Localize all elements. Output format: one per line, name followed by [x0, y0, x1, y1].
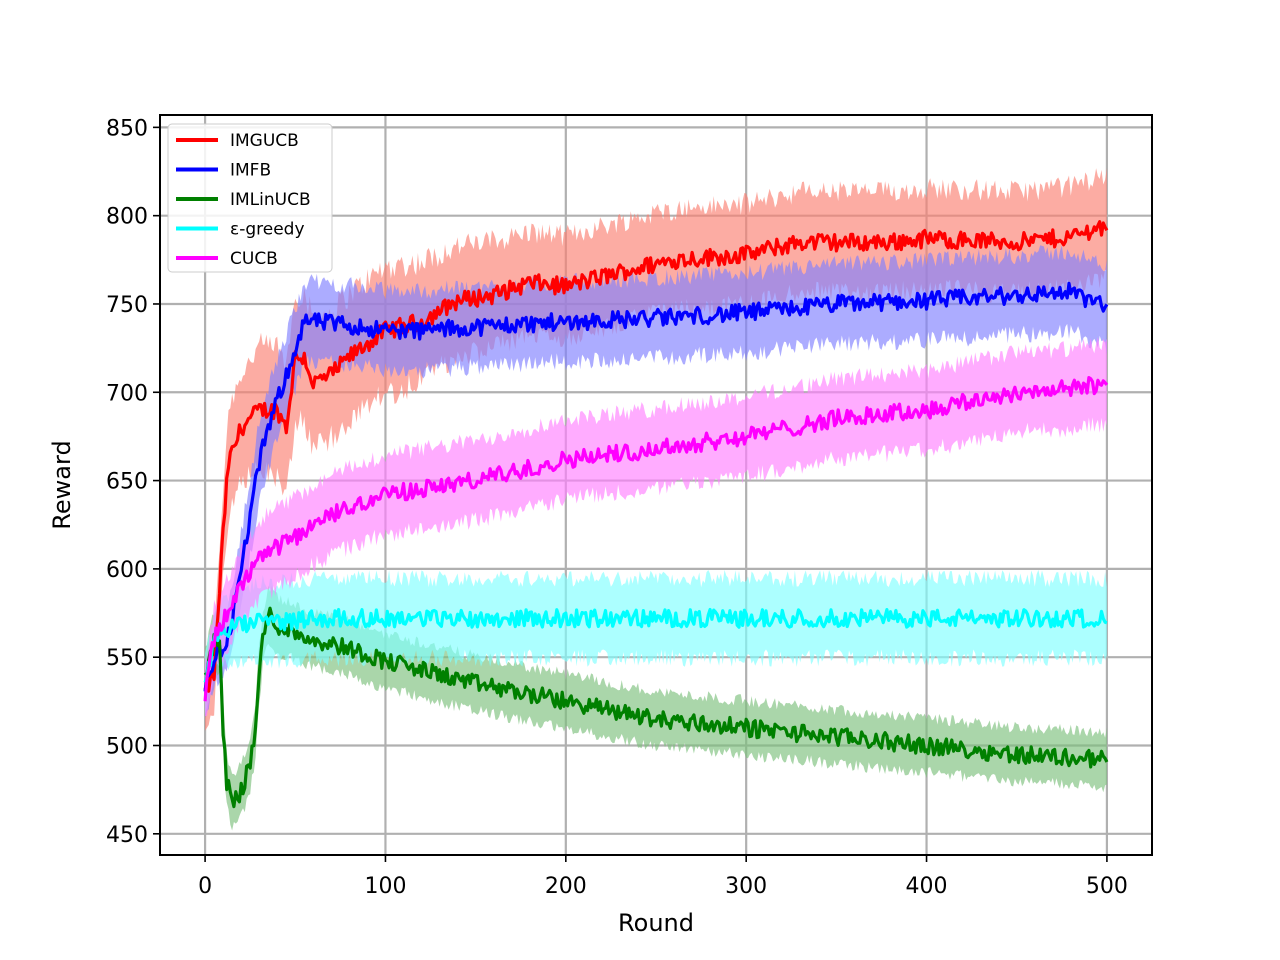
series-line-greedy: [203, 607, 1108, 683]
y-tick-label: 800: [106, 205, 148, 230]
x-tick-label: 200: [545, 874, 587, 899]
y-tick-label: 850: [106, 116, 148, 141]
y-tick-label: 650: [106, 470, 148, 495]
band-cucb: [205, 337, 1107, 716]
legend-label-imfb: IMFB: [230, 161, 271, 181]
legend-label-imlinucb: IMLinUCB: [230, 190, 311, 210]
x-tick-label: 0: [198, 874, 212, 899]
x-tick-label: 500: [1086, 874, 1128, 899]
x-tick-label: 100: [364, 874, 406, 899]
series-line-imgucb: [203, 220, 1109, 693]
axis-ticks: 0 100 200 300 400 500 450 500 550 600 650 700 750 800…: [106, 116, 1128, 899]
confidence-bands: [205, 168, 1107, 831]
band-greedy: [205, 569, 1107, 715]
y-axis-title: Reward: [48, 440, 76, 529]
legend-label-imgucb: IMGUCB: [230, 131, 299, 151]
y-tick-label: 500: [106, 735, 148, 760]
series-line-cucb: [203, 376, 1109, 702]
legend-label-greedy: ε-greedy: [230, 220, 305, 240]
series-line-imlinucb: [203, 606, 1109, 809]
legend-box: [167, 123, 333, 273]
legend-label-cucb: CUCB: [230, 249, 278, 269]
x-axis-title: Round: [618, 909, 694, 937]
band-imfb: [205, 245, 1107, 718]
y-tick-label: 750: [106, 293, 148, 318]
series-line-imfb: [203, 281, 1109, 692]
plot-frame: [159, 114, 1153, 856]
y-tick-label: 700: [106, 381, 148, 406]
legend: IMGUCB IMFB IMLinUCB ε-greedy CUCB: [167, 123, 333, 273]
x-tick-label: 300: [725, 874, 767, 899]
series-lines: [203, 220, 1109, 809]
x-tick-label: 400: [906, 874, 948, 899]
y-tick-label: 550: [106, 646, 148, 671]
y-tick-label: 450: [106, 823, 148, 848]
y-tick-label: 600: [106, 558, 148, 583]
